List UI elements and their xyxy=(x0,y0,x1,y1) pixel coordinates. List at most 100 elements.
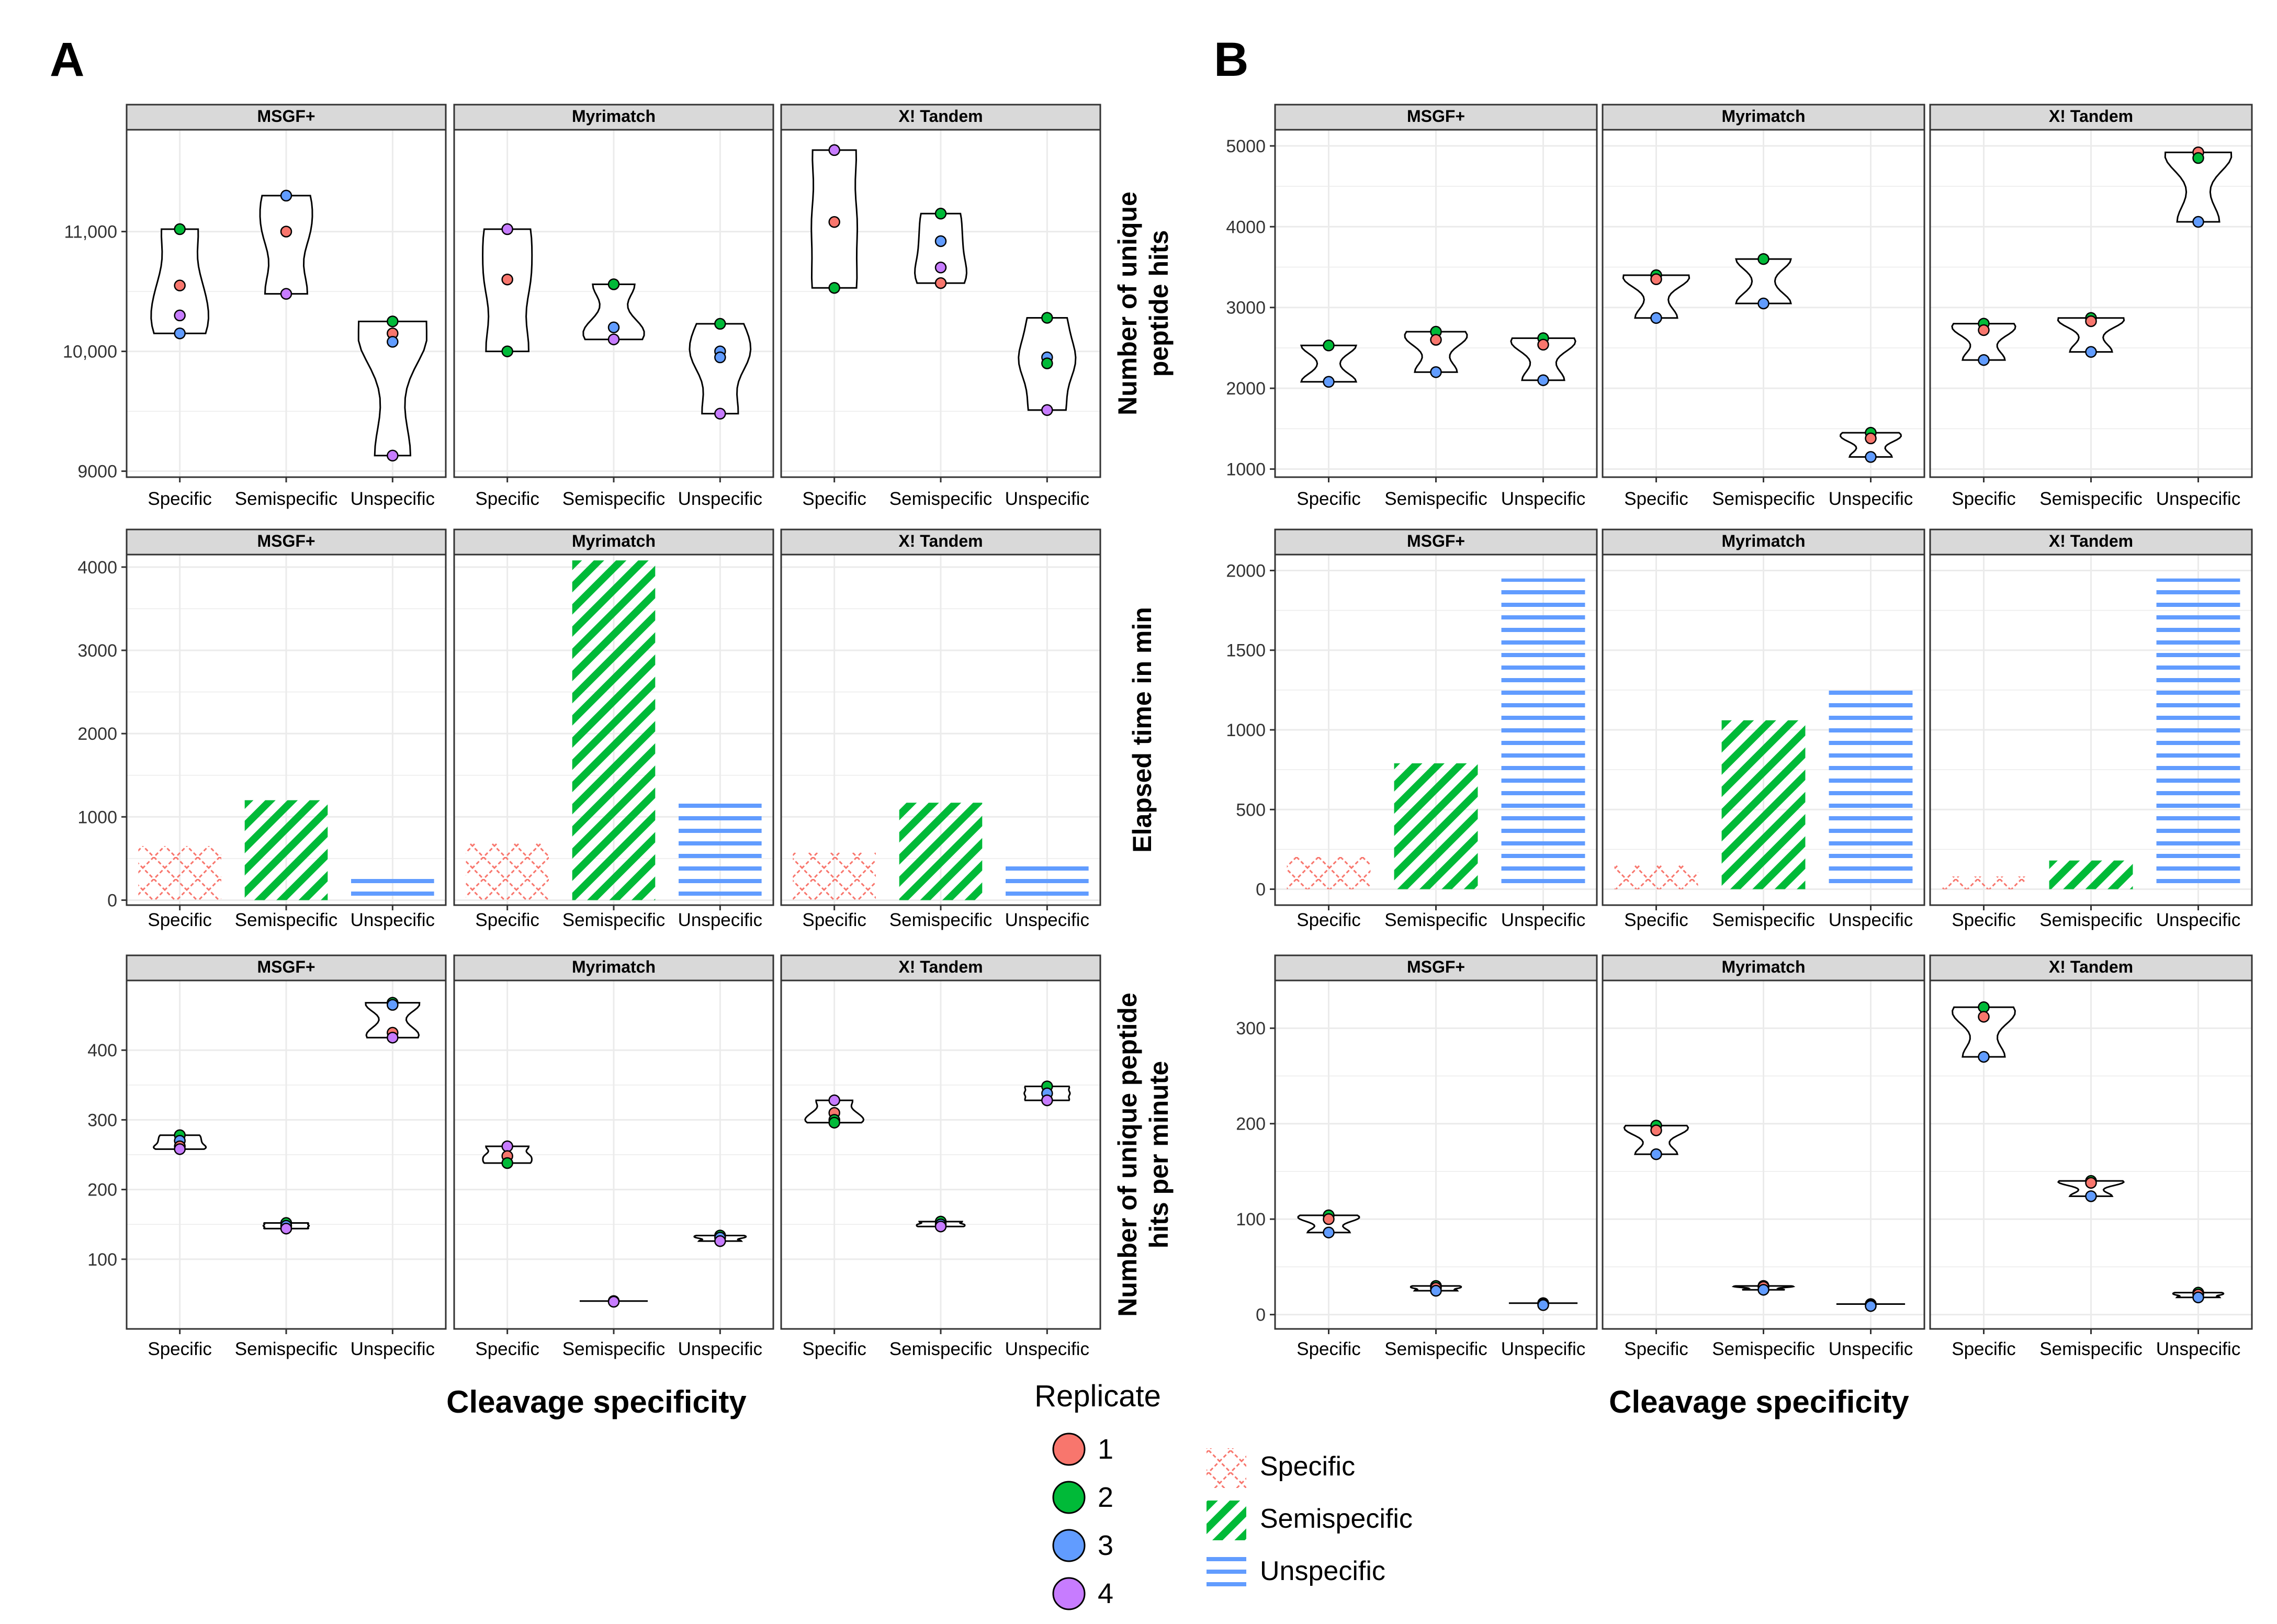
panel-a-row3-facet1: MSGF+ 100 200 300 400 Specific Semispecific Uns… xyxy=(87,954,447,1359)
x-tick-label-unspecific: Unspecific xyxy=(1829,489,1913,509)
x-tick-label-specific: Specific xyxy=(475,489,539,509)
panel-a-row2-facet3-bar-unspecific xyxy=(1006,865,1089,900)
panel-b-row2-facet2-strip-label: Myrimatch xyxy=(1721,532,1805,550)
panel-b-row3-facet1-point-unspecific-rep3 xyxy=(1537,1299,1549,1311)
panel-a-row2-facet3-strip-label: X! Tandem xyxy=(898,532,983,550)
panel-a-row1-facet2-violin-specific xyxy=(482,228,533,353)
panel-a-row1-facet1-strip xyxy=(126,104,447,131)
y-tick-label: 0 xyxy=(107,890,117,910)
y-tick-label: 300 xyxy=(87,1110,117,1130)
panel-b-row1-facet3-point-semispecific-rep3 xyxy=(2085,346,2097,358)
panel-a-row2-facet1-strip-label: MSGF+ xyxy=(257,532,315,550)
panel-a-row2-facet2-bar-unspecific xyxy=(679,800,762,900)
panel-b-row1-y-axis-title: Number of uniquepeptide hits xyxy=(1113,191,1174,415)
replicate-legend-label-1: 1 xyxy=(1098,1434,1113,1465)
x-tick-label-specific: Specific xyxy=(475,910,539,930)
y-tick-label: 300 xyxy=(1236,1019,1266,1039)
replicate-legend-label-2: 2 xyxy=(1098,1482,1113,1513)
panel-a-row3-facet1-point-unspecific-rep4 xyxy=(387,1031,399,1044)
x-tick-label-unspecific: Unspecific xyxy=(1829,1339,1913,1359)
y-tick-label: 1000 xyxy=(1226,460,1266,480)
pattern-legend-key-semispecific xyxy=(1207,1501,1246,1540)
panel-b-row1-facet3-strip xyxy=(1929,104,2253,131)
panel-a-row3-facet3-point-specific-rep4 xyxy=(828,1094,840,1107)
y-tick-label: 11,000 xyxy=(64,222,117,242)
x-tick-label-unspecific: Unspecific xyxy=(678,489,762,509)
panel-a-row3-facet3-point-semispecific-rep4 xyxy=(934,1220,947,1233)
panel-a-row1-facet2-point-semispecific-rep2 xyxy=(607,278,620,290)
panel-a-row1-facet1-strip-label: MSGF+ xyxy=(257,107,315,126)
panel-b-row2-facet1-bar-unspecific xyxy=(1501,578,1585,889)
y-tick-label: 0 xyxy=(1256,1305,1266,1325)
x-tick-label-semispecific: Semispecific xyxy=(562,910,665,930)
y-tick-label: 9000 xyxy=(77,462,117,482)
x-tick-label-semispecific: Semispecific xyxy=(889,910,992,930)
panel-a-row3-facet2-point-semispecific-rep4 xyxy=(607,1295,620,1308)
panel-b-row1-facet3-point-unspecific-rep3 xyxy=(2192,216,2204,228)
x-tick-label-unspecific: Unspecific xyxy=(678,910,762,930)
panel-a-row1-facet3-point-specific-rep4 xyxy=(828,144,840,156)
panel-a-row1-facet1-point-specific-rep1 xyxy=(174,279,186,291)
y-tick-label: 3000 xyxy=(1226,298,1266,318)
panel-b-row1-facet1: MSGF+ 1000 2000 3000 4000 5000 Specific Semispe… xyxy=(1226,104,1598,509)
panel-a-row1-facet3-point-semispecific-rep3 xyxy=(934,235,947,247)
x-tick-label-specific: Specific xyxy=(1952,910,2016,930)
x-tick-label-specific: Specific xyxy=(148,489,212,509)
x-tick-label-specific: Specific xyxy=(1297,910,1361,930)
panel-a-row2-facet1-strip xyxy=(126,528,447,556)
pattern-legend-label-specific: Specific xyxy=(1260,1451,1355,1482)
panel-b-row1-facet2-point-specific-rep3 xyxy=(1650,312,1662,324)
x-tick-label-unspecific: Unspecific xyxy=(1005,1339,1089,1359)
y-tick-label: 500 xyxy=(1236,800,1266,820)
panel-b-row2-facet2-strip xyxy=(1602,528,1925,556)
panel-a-row2-facet2-bar-specific xyxy=(466,843,549,900)
x-tick-label-semispecific: Semispecific xyxy=(1712,910,1814,930)
panel-letter-a: A xyxy=(50,33,84,86)
panel-b-row2-facet3-bar-specific xyxy=(1942,876,2026,889)
x-tick-label-semispecific: Semispecific xyxy=(1712,1339,1814,1359)
panel-a-row1-facet3-point-unspecific-rep4 xyxy=(1041,404,1053,416)
x-tick-label-semispecific: Semispecific xyxy=(562,1339,665,1359)
panel-b-row2-facet3-strip xyxy=(1929,528,2253,556)
x-tick-label-semispecific: Semispecific xyxy=(562,489,665,509)
panel-b-row1-facet3-point-unspecific-rep2 xyxy=(2192,152,2204,164)
y-tick-label: 2000 xyxy=(1226,379,1266,399)
y-tick-label: 2000 xyxy=(77,724,117,744)
panel-a-row1-facet1-point-specific-rep4 xyxy=(174,309,186,322)
panel-a-row2-facet2-bar-semispecific xyxy=(572,560,656,900)
replicate-legend-key-1 xyxy=(1052,1433,1086,1466)
x-tick-label-semispecific: Semispecific xyxy=(1384,1339,1487,1359)
panel-b-row1-facet2-violin-semispecific xyxy=(1734,258,1793,304)
panel-b-row1-facet3-violin-specific xyxy=(1951,323,2016,361)
x-tick-label-specific: Specific xyxy=(1624,910,1688,930)
x-tick-label-semispecific: Semispecific xyxy=(889,1339,992,1359)
panel-b-row1-facet1-point-unspecific-rep3 xyxy=(1537,374,1549,386)
panel-b-row1-facet1-strip-label: MSGF+ xyxy=(1407,107,1465,126)
panel-b-row2-facet1-strip-label: MSGF+ xyxy=(1407,532,1465,550)
panel-a-row1-facet2-strip-label: Myrimatch xyxy=(572,107,656,126)
panel-a-row3-facet2-point-specific-rep2 xyxy=(501,1157,513,1169)
panel-a-row1-facet2-point-unspecific-rep3 xyxy=(714,351,726,364)
panel-a-row2-facet1-bar-unspecific xyxy=(351,878,434,900)
x-tick-label-specific: Specific xyxy=(1952,489,2016,509)
x-tick-label-specific: Specific xyxy=(1297,489,1361,509)
panel-b-row1-facet3-point-specific-rep3 xyxy=(1978,354,1990,366)
panel-a-row1-facet2-point-unspecific-rep2 xyxy=(714,318,726,330)
x-tick-label-specific: Specific xyxy=(475,1339,539,1359)
panel-a-row1-facet1-violin-semispecific xyxy=(259,195,313,295)
y-tick-label: 200 xyxy=(87,1180,117,1200)
panel-a-row3-facet1-strip-label: MSGF+ xyxy=(257,957,315,976)
panel-b-row1-facet1-violin-semispecific xyxy=(1404,331,1468,373)
panel-b-row3-facet2-point-specific-rep1 xyxy=(1650,1124,1662,1136)
y-tick-label: 400 xyxy=(87,1041,117,1061)
panel-a-row3-facet2-strip xyxy=(453,954,774,982)
panel-b-row1-facet2-point-specific-rep1 xyxy=(1650,273,1662,285)
panel-b-row3-facet2-violin-specific xyxy=(1623,1124,1689,1155)
panel-b-row1-facet2-point-unspecific-rep3 xyxy=(1865,451,1877,463)
panel-letter-b: B xyxy=(1214,33,1248,86)
panel-b-row3-facet2: Myrimatch Specific Semispecific Unspecific xyxy=(1602,954,1925,1359)
replicate-legend-key-2 xyxy=(1052,1481,1086,1514)
x-tick-label-semispecific: Semispecific xyxy=(1712,489,1814,509)
panel-b-row3-facet1-point-specific-rep3 xyxy=(1323,1226,1335,1238)
